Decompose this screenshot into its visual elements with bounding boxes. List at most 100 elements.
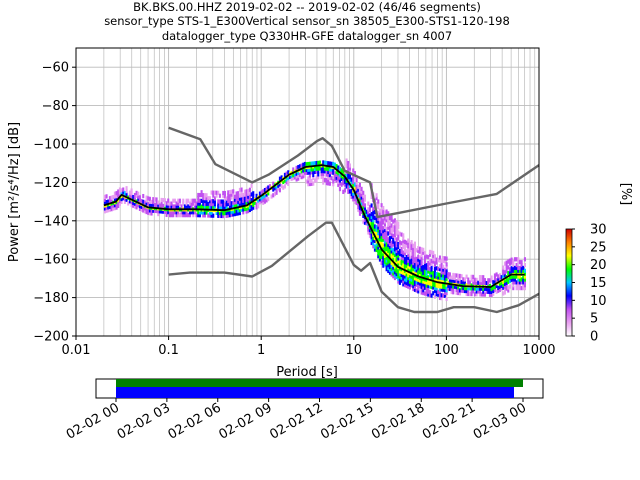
histogram-cell [405,257,408,263]
timeline-tick-label: 02-02 09 [217,400,275,442]
histogram-cell [352,168,355,173]
histogram-cell [390,255,393,260]
histogram-cell [458,282,461,287]
histogram-cell [333,177,336,182]
histogram-cell [398,277,401,282]
histogram-cell [408,279,411,284]
histogram-cell [263,193,266,198]
histogram-cell [413,250,416,255]
histogram-cell [427,292,430,297]
histogram-cell [388,238,391,244]
histogram-cell [430,293,433,298]
histogram-cell [112,206,115,211]
histogram-cell [238,193,241,198]
histogram-cell [402,233,405,238]
histogram-cell [430,258,433,264]
histogram-cell [228,201,231,206]
histogram-cell [420,278,423,284]
histogram-cell [222,213,225,219]
histogram-cell [422,288,425,293]
histogram-cell [140,204,143,209]
histogram-cell [355,177,358,183]
histogram-cell [255,202,258,207]
histogram-cell [142,205,145,210]
histogram-cell [470,286,473,291]
histogram-cell [123,196,126,202]
histogram-cell [415,276,418,282]
histogram-cell [313,169,316,174]
histogram-cell [338,181,341,186]
histogram-cell [375,230,378,235]
histogram-cell [152,199,155,205]
histogram-cell [205,198,208,204]
histogram-cell [380,208,383,214]
histogram-cell [223,190,226,196]
histogram-cell [245,206,248,211]
histogram-cell [350,177,353,182]
histogram-cell [323,169,326,174]
histogram-cell [383,253,386,258]
histogram-cell [427,275,430,280]
histogram-cell [190,201,193,206]
histogram-cell [397,250,400,255]
histogram-cell [410,248,413,253]
histogram-cell [413,281,416,287]
histogram-cell [515,280,518,285]
histogram-cell [402,244,405,249]
histogram-cell [498,281,501,287]
histogram-cell [122,196,125,201]
histogram-cell [492,285,495,291]
histogram-cell [490,286,493,292]
histogram-cell [433,274,436,279]
histogram-cell [452,284,455,289]
histogram-cell [317,169,320,174]
histogram-cell [447,275,450,280]
histogram-cell [478,292,481,297]
histogram-cell [205,201,208,207]
histogram-cell [202,195,205,201]
histogram-cell [375,233,378,238]
histogram-cell [440,293,443,298]
x-tick-label: 1000 [522,343,555,358]
histogram-cell [215,210,218,216]
histogram-cell [440,267,443,272]
histogram-cell [322,177,325,182]
histogram-cell [387,245,390,251]
histogram-cell [192,201,195,206]
histogram-cell [475,277,478,283]
histogram-cell [417,246,420,251]
histogram-cell [442,287,445,292]
histogram-cell [503,284,506,289]
histogram-cell [367,201,370,206]
histogram-cell [292,176,295,181]
histogram-cell [103,206,106,211]
histogram-cell [455,273,458,278]
histogram-cell [390,252,393,257]
histogram-cell [523,283,526,288]
histogram-cell [187,204,190,209]
histogram-cell [502,279,505,285]
histogram-cell [408,247,411,253]
histogram-cell [420,284,423,289]
histogram-cell [413,287,416,292]
histogram-cell [103,197,106,202]
histogram-cell [180,204,183,209]
histogram-cell [443,276,446,281]
x-axis-ticks: 0.01 0.1 1 10 100 1000 [62,336,556,358]
histogram-cell [475,286,478,291]
title-line-1: BK.BKS.00.HHZ 2019-02-02 -- 2019-02-02 (… [133,0,481,14]
histogram-cell [503,281,506,286]
histogram-cell [377,236,380,242]
histogram-cell [272,181,275,186]
histogram-cell [405,272,408,277]
histogram-cell [353,185,356,190]
histogram-cell [220,199,223,204]
histogram-cell [170,204,173,209]
histogram-cell [282,179,285,185]
histogram-cell [247,197,250,202]
histogram-cell [403,271,406,276]
histogram-cell [403,265,406,270]
histogram-cell [232,212,235,217]
histogram-cell [402,256,405,261]
histogram-cell [228,192,231,198]
